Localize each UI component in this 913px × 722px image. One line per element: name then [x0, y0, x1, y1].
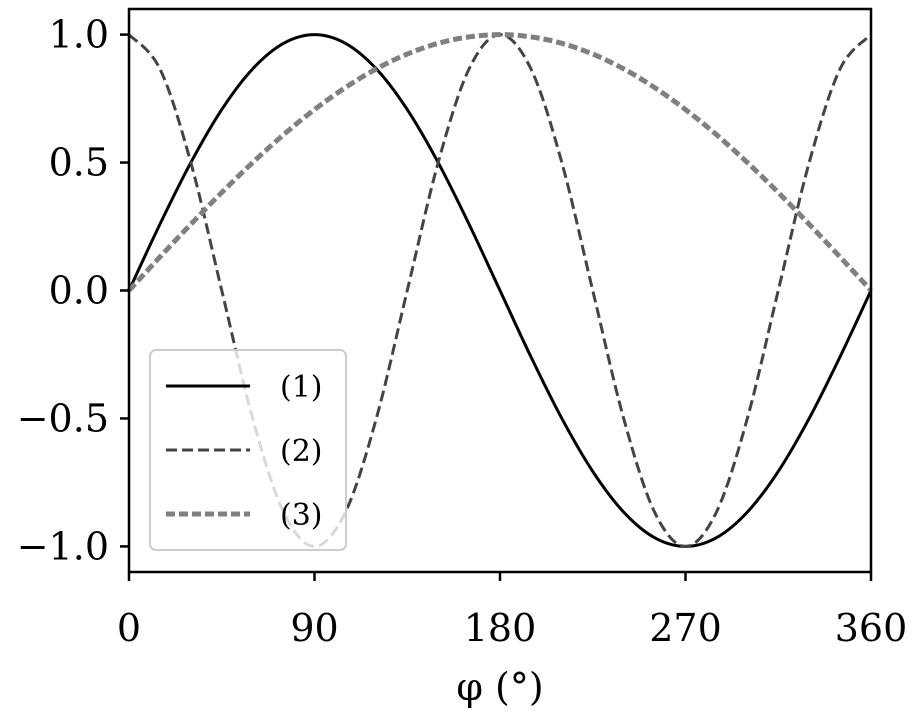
y-tick-label: 1.0 [49, 13, 109, 57]
x-tick-label: 90 [290, 606, 338, 650]
legend: (1) (2) (3) [149, 349, 347, 551]
legend-label-1: (1) [280, 370, 323, 405]
y-tick-label: −0.5 [17, 396, 109, 440]
x-axis-label: φ (°) [456, 665, 543, 709]
series-line-3 [127, 32, 873, 293]
y-tick-label: −1.0 [17, 524, 109, 568]
series-layer [127, 32, 873, 548]
x-tick-label: 180 [464, 606, 537, 650]
legend-label-2: (2) [280, 434, 323, 469]
y-tick-label: 0.0 [49, 269, 109, 313]
x-tick-label: 360 [835, 606, 908, 650]
ticks-layer: 0 90 180 270 360 −1.0 −0.5 0.0 0.5 1.0 [17, 13, 908, 650]
x-tick-label: 0 [117, 606, 141, 650]
y-tick-label: 0.5 [49, 141, 109, 185]
legend-label-3: (3) [280, 498, 323, 533]
x-tick-label: 270 [649, 606, 722, 650]
series-line-1 [127, 33, 873, 548]
